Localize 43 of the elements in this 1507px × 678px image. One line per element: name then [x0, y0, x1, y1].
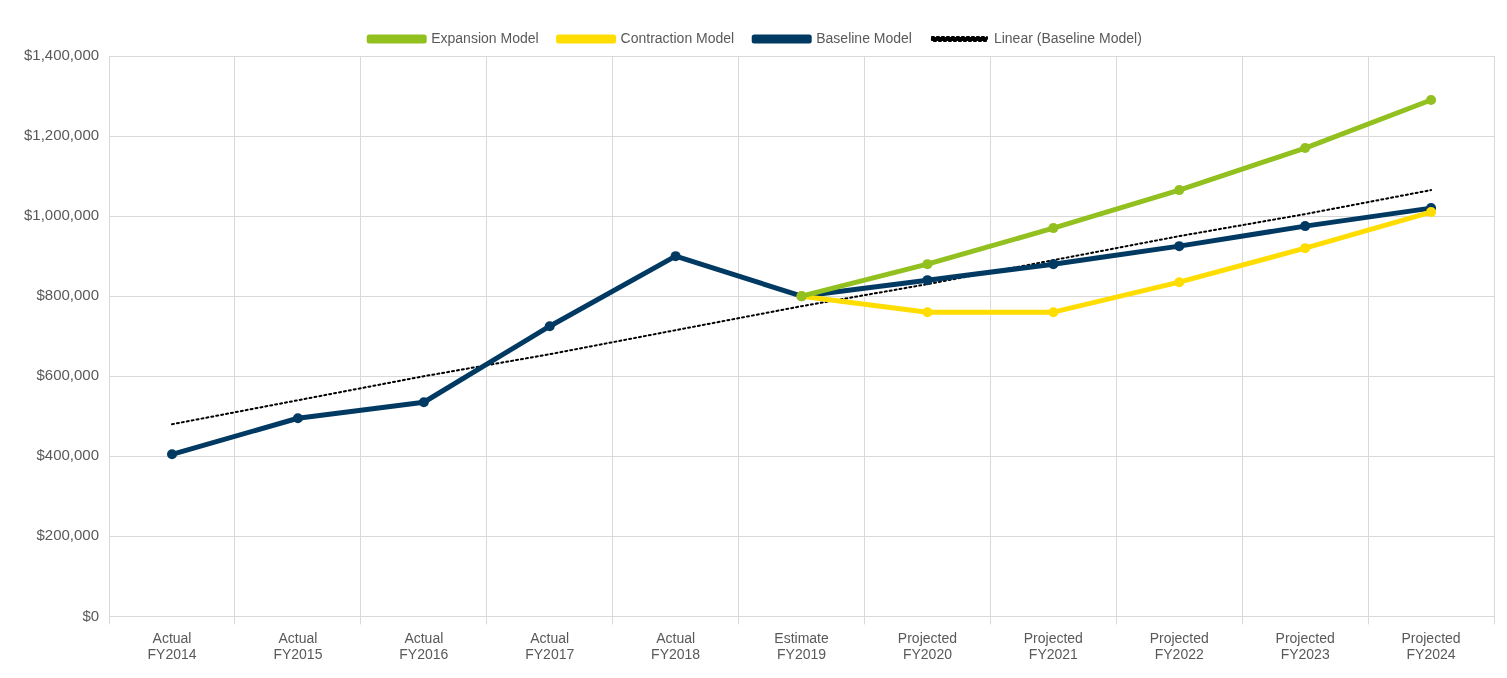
legend-label: Expansion Model: [431, 29, 539, 46]
y-tick-label: $400,000: [36, 446, 100, 464]
y-tick-label: $200,000: [36, 526, 100, 544]
point: [544, 321, 555, 332]
point: [1174, 241, 1185, 252]
y-tick-label: $800,000: [36, 286, 100, 304]
x-tick-label: Projected FY2024: [1401, 629, 1461, 663]
point: [922, 307, 933, 318]
point: [1048, 307, 1059, 318]
point: [1300, 243, 1311, 254]
x-tick-label: Projected FY2020: [897, 629, 958, 663]
y-tick-label: $1,000,000: [24, 206, 100, 224]
x-tick-label: Projected FY2022: [1149, 629, 1209, 663]
point: [1174, 185, 1185, 196]
x-tick-label: Actual FY2016: [399, 629, 449, 663]
y-tick-label: $0: [82, 606, 100, 624]
x-tick-label: Projected FY2021: [1023, 629, 1083, 663]
point: [1048, 259, 1059, 270]
point: [1048, 223, 1059, 234]
line-series: [171, 189, 1433, 426]
x-tick-label: Actual FY2017: [525, 629, 575, 663]
legend-label: Baseline Model: [816, 29, 912, 46]
point: [1300, 221, 1311, 232]
y-tick-label: $1,200,000: [24, 126, 100, 144]
point: [1426, 95, 1437, 106]
point: [167, 449, 178, 460]
point: [922, 259, 933, 270]
legend-label: Contraction Model: [620, 29, 735, 46]
legend-label: Linear (Baseline Model): [993, 29, 1142, 46]
x-tick-label: Actual FY2018: [651, 629, 701, 663]
x-tick-label: Estimate FY2019: [774, 629, 829, 663]
y-tick-label: $1,400,000: [24, 46, 100, 64]
x-tick-label: Actual FY2015: [273, 629, 323, 663]
point: [922, 275, 933, 286]
point: [1174, 277, 1185, 288]
point: [1300, 143, 1311, 154]
point: [1426, 207, 1437, 218]
point: [670, 251, 681, 262]
point: [292, 413, 303, 424]
x-tick-label: Actual FY2014: [147, 629, 197, 663]
point: [418, 397, 429, 408]
x-tick-label: Projected FY2023: [1275, 629, 1335, 663]
y-tick-label: $600,000: [36, 366, 100, 384]
